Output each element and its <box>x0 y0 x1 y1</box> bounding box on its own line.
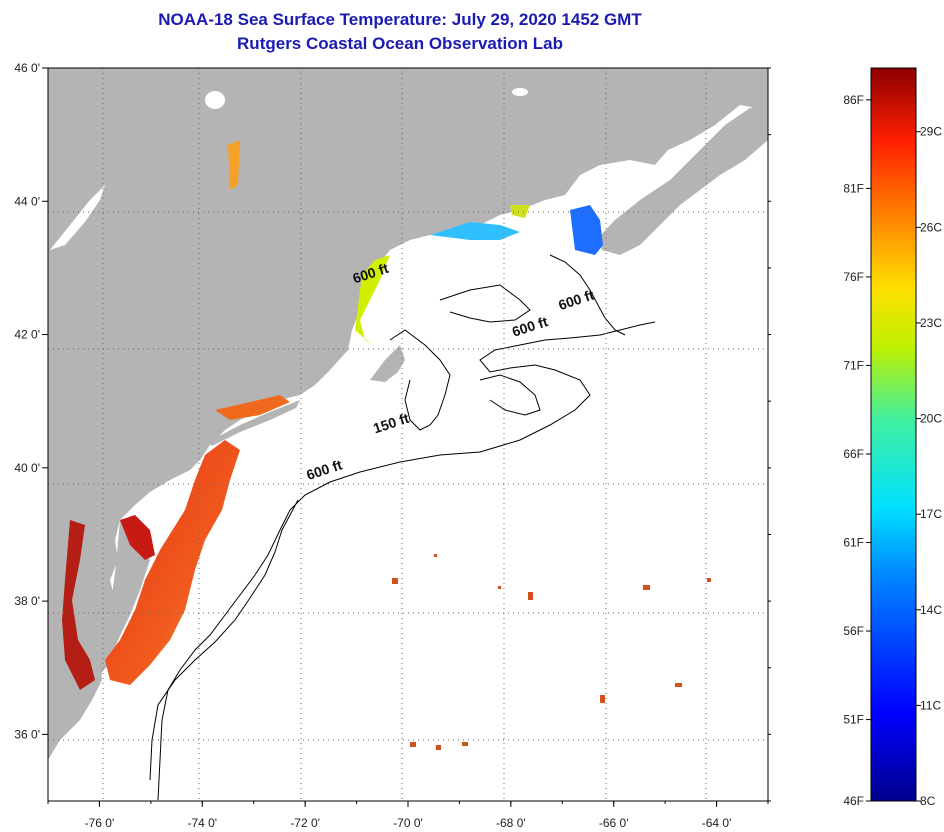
y-tick-label: 44 0' <box>14 194 40 208</box>
colorbar-f-label: 51F <box>843 713 864 727</box>
colorbar-c-label: 20C <box>920 412 942 426</box>
colorbar-f-label: 56F <box>843 624 864 638</box>
colorbar-labels: 86F 81F 76F 71F 66F 61F 56F 51F 46F 29C 26C 23C 20C 1… <box>843 93 942 808</box>
colorbar-f-label: 86F <box>843 93 864 107</box>
y-tick-label: 38 0' <box>14 594 40 608</box>
colorbar-c-label: 17C <box>920 507 942 521</box>
colorbar-c-label: 8C <box>920 794 936 808</box>
y-tick-label: 36 0' <box>14 727 40 741</box>
map-title: NOAA-18 Sea Surface Temperature: July 29… <box>158 10 642 29</box>
colorbar-c-label: 11C <box>920 698 941 712</box>
colorbar-f-label: 81F <box>843 181 864 195</box>
y-tick-label: 46 0' <box>14 61 40 75</box>
delmarva-peninsula <box>98 520 150 675</box>
graticule <box>48 68 768 801</box>
cape-cod <box>370 345 405 382</box>
x-tick-label: -72 0' <box>290 816 320 830</box>
colorbar-f-label: 71F <box>843 358 864 372</box>
colorbar-f-label: 61F <box>843 536 864 550</box>
x-tick-label: -64 0' <box>702 816 732 830</box>
y-tick-label: 40 0' <box>14 461 40 475</box>
axis-ticks: -76 0' -74 0' -72 0' -70 0' -68 0' -66 0' -64 … <box>14 61 771 830</box>
mainland-landmass <box>48 68 768 760</box>
temperature-colorbar <box>870 67 917 802</box>
colorbar-c-label: 29C <box>920 125 942 139</box>
sst-data-overlay <box>62 140 711 750</box>
long-island <box>208 400 300 446</box>
y-tick-label: 42 0' <box>14 328 40 342</box>
x-tick-label: -66 0' <box>599 816 629 830</box>
x-tick-label: -70 0' <box>393 816 423 830</box>
colorbar-c-label: 14C <box>920 603 942 617</box>
nova-scotia <box>598 105 768 255</box>
colorbar-f-label: 66F <box>843 447 864 461</box>
colorbar-f-label: 46F <box>843 794 864 808</box>
map-subtitle: Rutgers Coastal Ocean Observation Lab <box>237 34 563 53</box>
x-tick-label: -74 0' <box>187 816 217 830</box>
bathymetry-contours <box>149 254 656 801</box>
x-tick-label: -68 0' <box>496 816 526 830</box>
colorbar-f-label: 76F <box>843 270 864 284</box>
colorbar-c-label: 23C <box>920 316 942 330</box>
x-tick-label: -76 0' <box>85 816 115 830</box>
colorbar-c-label: 26C <box>920 220 942 234</box>
